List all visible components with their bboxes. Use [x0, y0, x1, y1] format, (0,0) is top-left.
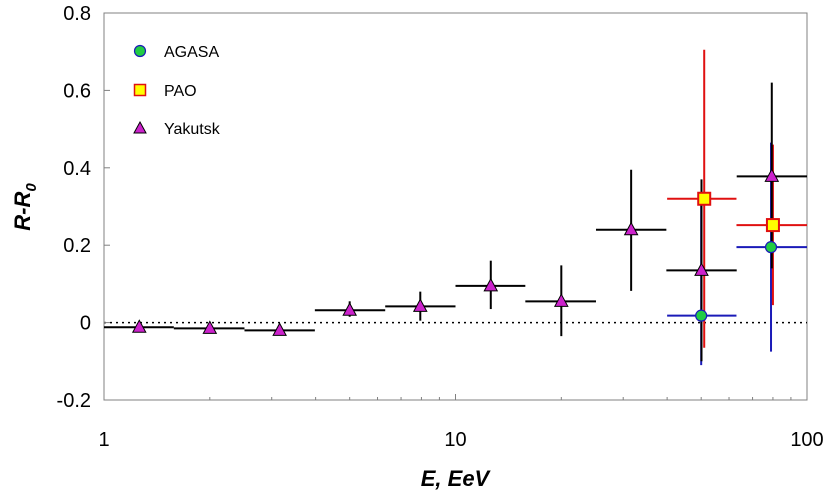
yakutsk-point	[483, 277, 499, 292]
x-axis-title: E, EeV	[421, 466, 492, 491]
yakutsk-point	[131, 319, 147, 333]
y-axis-title-main: R-R	[10, 192, 35, 231]
x-tick-label: 100	[790, 429, 823, 451]
yakutsk-point	[553, 293, 569, 307]
yakutsk-point	[412, 298, 428, 312]
yakutsk-point	[342, 302, 358, 316]
pao-point	[697, 191, 712, 206]
agasa-point	[695, 309, 708, 322]
legend-agasa-label: AGASA	[164, 44, 219, 61]
yakutsk-point	[272, 322, 287, 336]
y-tick-label: 0.8	[63, 3, 91, 25]
yakutsk-point	[202, 320, 218, 334]
y-axis-title-subscript: 0	[23, 183, 40, 192]
y-tick-label: -0.2	[57, 390, 91, 412]
legend-item-yakutsk: Yakutsk	[133, 120, 221, 138]
yakutsk-point	[623, 221, 639, 236]
pao-point	[765, 218, 780, 233]
x-tick-label: 10	[444, 429, 466, 451]
agasa-point	[764, 241, 778, 254]
yakutsk-point	[764, 168, 780, 182]
y-tick-label: 0.6	[63, 80, 91, 102]
legend: AGASA PAO Yakutsk	[133, 44, 221, 138]
y-tick-label: 0.2	[63, 235, 91, 257]
y-tick-label: 0	[80, 313, 91, 335]
legend-yakutsk-label: Yakutsk	[164, 121, 221, 138]
legend-yakutsk-marker	[133, 120, 147, 134]
y-tick-label: 0.4	[63, 158, 91, 180]
legend-pao-label: PAO	[164, 83, 197, 100]
legend-agasa-marker	[133, 44, 147, 58]
x-tick-label: 1	[98, 429, 109, 451]
y-axis-title: R-R0	[10, 183, 40, 231]
yakutsk-point	[694, 262, 709, 276]
legend-pao-marker	[133, 83, 147, 97]
legend-item-pao: PAO	[133, 83, 197, 100]
legend-item-agasa: AGASA	[133, 44, 219, 61]
